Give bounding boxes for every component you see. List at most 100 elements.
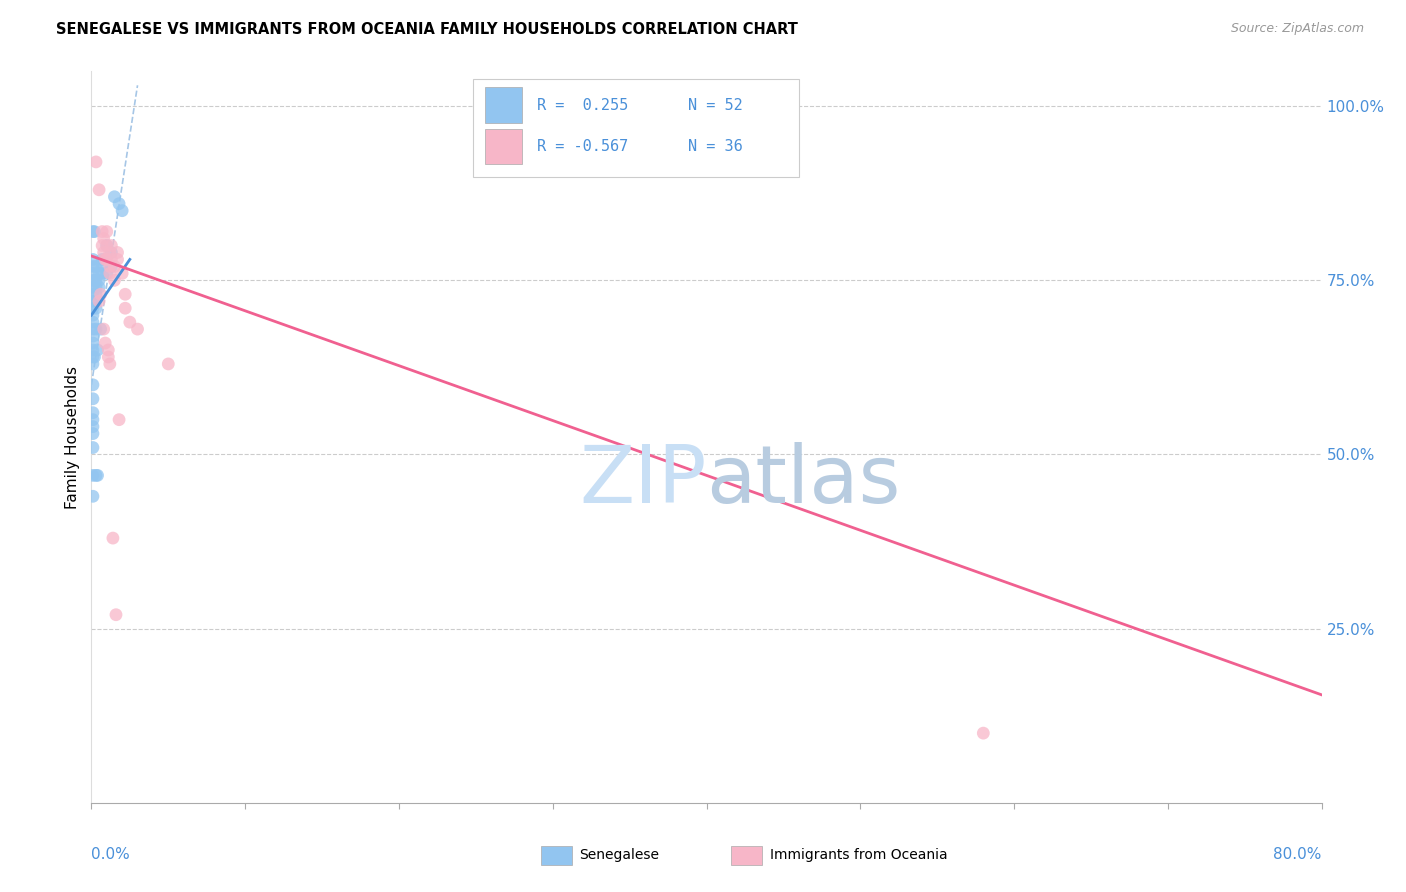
Bar xyxy=(541,846,572,865)
Point xyxy=(82,412,104,426)
Text: R =  0.255: R = 0.255 xyxy=(537,97,628,112)
Point xyxy=(96,266,118,280)
Point xyxy=(83,225,105,239)
Bar xyxy=(485,129,522,164)
Text: 80.0%: 80.0% xyxy=(1274,847,1322,862)
Point xyxy=(100,245,122,260)
Text: atlas: atlas xyxy=(706,442,901,520)
Point xyxy=(82,377,104,392)
Point xyxy=(90,287,112,301)
Point xyxy=(100,238,122,252)
Text: N = 36: N = 36 xyxy=(688,139,742,154)
Text: Immigrants from Oceania: Immigrants from Oceania xyxy=(770,848,948,863)
Point xyxy=(82,322,104,336)
Text: Senegalese: Senegalese xyxy=(579,848,659,863)
Point xyxy=(100,260,122,274)
Point xyxy=(91,225,114,239)
Point xyxy=(84,301,107,316)
Point xyxy=(103,273,125,287)
Y-axis label: Family Households: Family Households xyxy=(65,366,80,508)
Point xyxy=(82,301,104,316)
Point xyxy=(91,238,114,252)
Point xyxy=(93,231,115,245)
Point xyxy=(84,322,107,336)
Point xyxy=(972,726,994,740)
Point xyxy=(82,280,104,294)
Point xyxy=(96,252,118,267)
Point xyxy=(101,531,124,545)
Point xyxy=(82,294,104,309)
Point xyxy=(83,350,105,364)
Point xyxy=(82,329,104,343)
Point xyxy=(103,260,125,274)
Point xyxy=(108,412,131,426)
Point xyxy=(98,260,121,274)
Point xyxy=(87,280,110,294)
Point xyxy=(91,260,114,274)
Point xyxy=(84,260,107,274)
Point xyxy=(82,426,104,441)
Point xyxy=(93,245,115,260)
Point xyxy=(86,343,108,357)
Point xyxy=(96,238,118,252)
Bar xyxy=(485,87,522,122)
Point xyxy=(94,252,117,267)
Point xyxy=(107,252,129,267)
FancyBboxPatch shape xyxy=(472,78,799,178)
Point xyxy=(97,350,120,364)
Point xyxy=(82,468,104,483)
Point xyxy=(82,308,104,322)
Point xyxy=(118,315,141,329)
Point xyxy=(82,392,104,406)
Point xyxy=(86,468,108,483)
Point xyxy=(82,489,104,503)
Point xyxy=(82,266,104,280)
Point xyxy=(84,294,107,309)
Point xyxy=(84,273,107,287)
Point xyxy=(103,190,125,204)
Point xyxy=(82,350,104,364)
Point xyxy=(84,155,107,169)
Point xyxy=(84,287,107,301)
Point xyxy=(91,266,114,280)
Point xyxy=(82,315,104,329)
Text: 0.0%: 0.0% xyxy=(91,847,131,862)
Point xyxy=(98,266,121,280)
Point xyxy=(96,225,118,239)
Point xyxy=(82,357,104,371)
Point xyxy=(98,245,121,260)
Point xyxy=(82,406,104,420)
Point xyxy=(157,357,180,371)
Point xyxy=(127,322,149,336)
Point xyxy=(87,183,110,197)
Point xyxy=(114,287,136,301)
Point xyxy=(100,252,122,267)
Point xyxy=(84,280,107,294)
Point xyxy=(114,301,136,316)
Bar xyxy=(731,846,762,865)
Text: Source: ZipAtlas.com: Source: ZipAtlas.com xyxy=(1230,22,1364,36)
Point xyxy=(91,252,114,267)
Point xyxy=(90,322,112,336)
Point xyxy=(82,252,104,267)
Text: R = -0.567: R = -0.567 xyxy=(537,139,628,154)
Point xyxy=(87,294,110,309)
Text: N = 52: N = 52 xyxy=(688,97,742,112)
Point xyxy=(105,607,127,622)
Text: SENEGALESE VS IMMIGRANTS FROM OCEANIA FAMILY HOUSEHOLDS CORRELATION CHART: SENEGALESE VS IMMIGRANTS FROM OCEANIA FA… xyxy=(56,22,799,37)
Point xyxy=(93,322,115,336)
Point xyxy=(97,343,120,357)
Point xyxy=(82,419,104,434)
Point xyxy=(82,225,104,239)
Point xyxy=(87,273,110,287)
Point xyxy=(94,336,117,351)
Point xyxy=(82,336,104,351)
Point xyxy=(111,266,134,280)
Point xyxy=(82,287,104,301)
Point xyxy=(82,343,104,357)
Point xyxy=(84,468,107,483)
Point xyxy=(108,196,131,211)
Point xyxy=(82,441,104,455)
Point xyxy=(96,238,118,252)
Point xyxy=(98,357,121,371)
